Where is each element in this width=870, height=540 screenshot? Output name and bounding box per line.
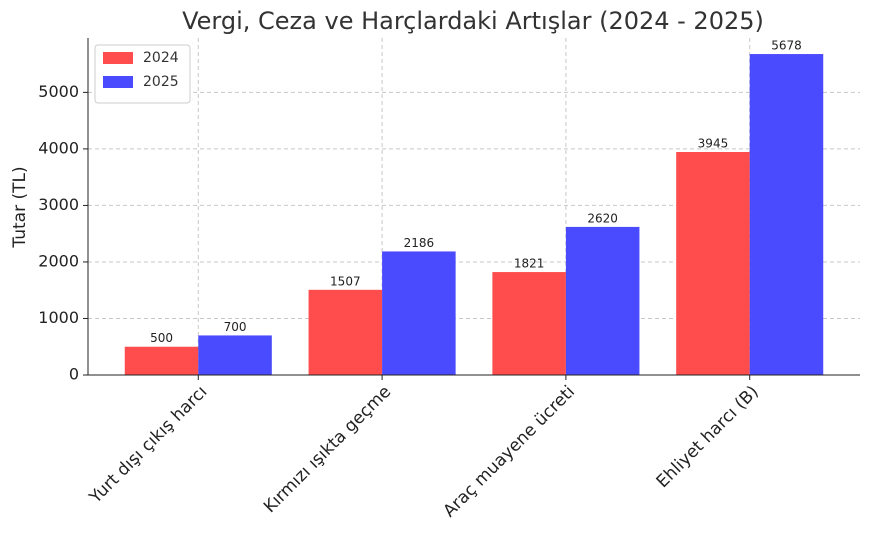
value-label: 5678: [771, 39, 802, 53]
value-label: 2620: [587, 211, 618, 225]
bar: [382, 251, 456, 375]
value-label: 1507: [330, 274, 361, 288]
y-tick-label: 1000: [38, 308, 79, 327]
bar: [565, 226, 640, 375]
value-label: 1821: [514, 257, 545, 271]
legend-label: 2025: [143, 74, 179, 90]
bar: [308, 289, 383, 375]
chart-title: Vergi, Ceza ve Harçlardaki Artışlar (202…: [182, 7, 764, 35]
bar: [749, 54, 824, 375]
y-tick-label: 0: [69, 365, 79, 384]
legend-swatch: [103, 76, 133, 88]
y-tick-label: 3000: [38, 195, 79, 214]
x-tick-label: Kırmızı ışıkta geçme: [260, 382, 395, 517]
x-tick-label: Araç muayene ücreti: [439, 382, 578, 521]
y-axis-label: Tutar (TL): [10, 166, 30, 248]
value-label: 2186: [404, 236, 435, 250]
bar: [124, 346, 199, 375]
value-label: 3945: [698, 137, 729, 151]
y-tick-label: 5000: [38, 82, 79, 101]
legend-swatch: [103, 52, 133, 64]
x-tick-label: Yurt dışı çıkış harcı: [85, 382, 211, 508]
bar: [492, 272, 566, 375]
x-tick-label: Ehliyet harcı (B): [653, 382, 763, 492]
value-label: 700: [224, 320, 247, 334]
y-tick-label: 2000: [38, 251, 79, 270]
bar: [676, 152, 750, 375]
legend-label: 2024: [143, 50, 179, 66]
legend: 2024 2025: [94, 44, 191, 104]
y-tick-label: 4000: [38, 138, 79, 157]
value-label: 500: [150, 331, 173, 345]
bar: [198, 335, 272, 375]
